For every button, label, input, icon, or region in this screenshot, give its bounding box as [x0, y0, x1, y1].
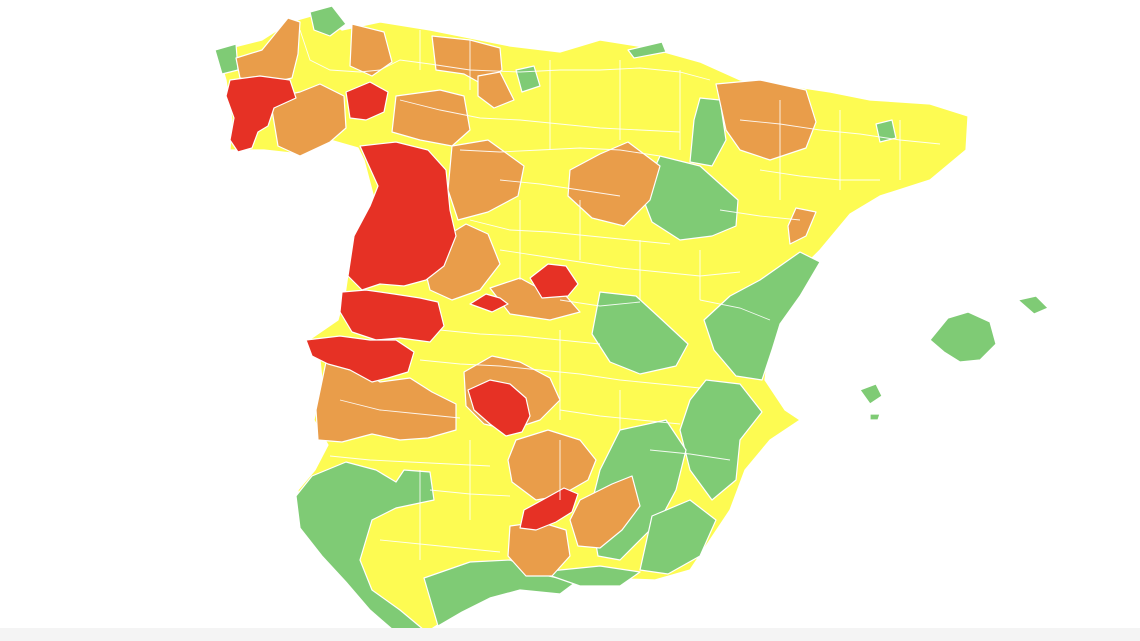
region-asturias-green — [309, 5, 347, 37]
region-murcia-green — [679, 379, 763, 501]
region-burgos-orange — [477, 71, 515, 109]
region-galicia-coast-green — [214, 43, 239, 75]
region-balearic-menorca — [1017, 295, 1049, 315]
region-leon-orange — [391, 89, 471, 147]
region-castilla-west-red — [347, 141, 457, 291]
district-boundaries — [299, 29, 941, 560]
region-soria-orange — [567, 141, 661, 227]
region-guadalajara-red — [529, 263, 579, 299]
region-castilla-mancha-green — [591, 291, 689, 375]
region-galicia-east-red — [345, 81, 389, 121]
region-balearic-ibiza — [859, 383, 883, 405]
region-ciudad-real-red — [467, 379, 531, 437]
region-toledo-orange — [489, 277, 581, 321]
region-madrid-west-red — [469, 293, 509, 313]
region-valencia-green — [703, 251, 821, 381]
region-andalucia-west-green — [295, 461, 435, 637]
region-rioja-orange — [715, 79, 817, 161]
region-balearic-mallorca — [929, 311, 997, 363]
region-catalonia-green-spot — [875, 119, 897, 143]
region-basque-green — [627, 41, 667, 59]
region-valencia-north-orange — [787, 207, 817, 245]
region-cantabria-green-spot — [515, 65, 541, 93]
region-zamora-orange — [447, 139, 525, 221]
bottom-strip — [0, 628, 1140, 641]
region-almeria-west-orange — [569, 475, 641, 549]
region-jaen-orange — [507, 429, 597, 501]
region-badajoz-red — [305, 335, 415, 383]
region-extremadura-north-red — [339, 289, 445, 343]
region-almeria-green — [639, 499, 717, 575]
region-extremadura-south-orange — [315, 361, 457, 443]
region-galicia-west-red — [225, 75, 297, 153]
region-granada-red — [519, 487, 579, 531]
region-balearic-formentera — [869, 413, 881, 421]
region-galicia-south-orange — [269, 83, 347, 157]
region-granada-coast-green — [539, 565, 641, 587]
